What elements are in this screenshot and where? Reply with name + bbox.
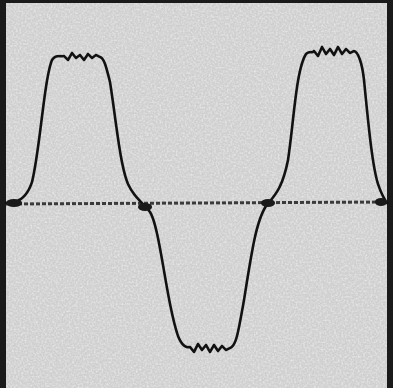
waveform-trace	[4, 45, 389, 354]
crossing-blob-center-left	[138, 203, 152, 211]
crossing-blob-left	[6, 199, 22, 207]
crossing-blob-right	[375, 198, 387, 206]
zero-baseline	[5, 200, 388, 206]
frame-right	[387, 0, 393, 388]
frame-top	[0, 0, 393, 3]
crossing-blob-center-right	[261, 199, 275, 207]
frame-left	[0, 0, 6, 388]
